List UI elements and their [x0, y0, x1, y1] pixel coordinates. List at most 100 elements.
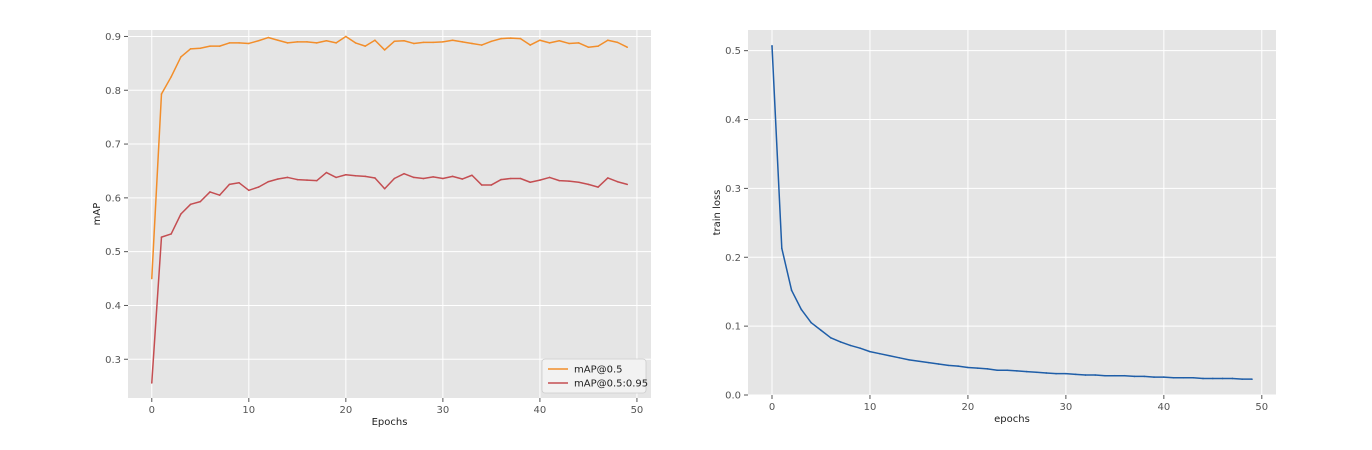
data-point: [839, 341, 842, 343]
data-point: [529, 44, 531, 46]
data-point: [412, 176, 415, 179]
data-point: [1231, 377, 1234, 380]
data-point: [1123, 374, 1126, 377]
data-point: [587, 46, 590, 49]
data-point: [325, 171, 328, 174]
data-point: [286, 176, 289, 179]
data-point: [869, 350, 871, 353]
data-point: [957, 365, 959, 367]
data-point: [422, 177, 425, 180]
data-point: [364, 45, 367, 47]
data-point: [1104, 374, 1106, 377]
y-tick-label: 0.2: [725, 253, 741, 264]
data-point: [199, 200, 202, 203]
data-point: [548, 176, 551, 179]
data-point: [597, 186, 599, 188]
data-point: [509, 177, 512, 180]
x-tick-label: 50: [1255, 402, 1268, 413]
data-point: [1182, 376, 1185, 379]
y-tick-label: 0.8: [105, 86, 121, 97]
y-tick-label: 0.1: [725, 322, 741, 333]
data-point: [967, 366, 969, 369]
data-point: [306, 179, 308, 181]
data-point: [442, 177, 444, 180]
data-point: [1035, 371, 1038, 374]
data-point: [315, 179, 318, 182]
data-point: [558, 39, 561, 42]
data-point: [364, 175, 367, 178]
y-tick-label: 0.3: [105, 355, 121, 366]
y-tick-label: 0.4: [725, 115, 741, 126]
data-point: [403, 172, 405, 175]
data-point: [849, 344, 852, 347]
data-point: [1251, 378, 1253, 380]
data-point: [597, 45, 599, 47]
y-tick-label: 0.0: [725, 391, 741, 402]
data-point: [1094, 374, 1097, 376]
data-point: [1045, 372, 1048, 374]
data-point: [335, 42, 337, 44]
y-tick-label: 0.5: [725, 46, 741, 57]
data-point: [335, 176, 337, 179]
x-tick-label: 40: [1157, 402, 1170, 413]
data-point: [519, 37, 522, 40]
x-tick-label: 0: [149, 405, 155, 416]
data-point: [529, 181, 531, 184]
data-point: [442, 41, 444, 43]
data-point: [1172, 376, 1175, 379]
data-point: [607, 177, 609, 179]
data-point: [587, 183, 590, 186]
data-point: [257, 186, 260, 188]
x-axis-label: Epochs: [372, 417, 408, 428]
data-point: [461, 41, 464, 43]
data-point: [160, 236, 163, 238]
data-point: [180, 213, 182, 215]
data-point: [354, 175, 357, 177]
data-point: [1084, 374, 1087, 376]
data-point: [976, 367, 979, 369]
data-point: [345, 35, 347, 38]
data-point: [829, 337, 832, 339]
data-point: [471, 42, 473, 45]
data-point: [1025, 370, 1028, 373]
data-point: [918, 360, 920, 363]
data-point: [908, 359, 910, 361]
data-point: [1212, 377, 1214, 380]
data-point: [947, 364, 950, 367]
data-point: [800, 308, 803, 311]
x-tick-label: 20: [339, 405, 352, 416]
data-point: [888, 354, 891, 357]
data-point: [315, 42, 318, 44]
data-point: [480, 184, 483, 186]
series-train-loss: [771, 45, 1253, 380]
data-point: [616, 41, 619, 44]
data-point: [480, 44, 483, 46]
data-point: [170, 76, 172, 78]
data-point: [519, 177, 522, 180]
x-tick-label: 0: [769, 402, 775, 413]
data-point: [374, 39, 376, 42]
data-point: [1153, 376, 1155, 378]
data-point: [150, 382, 153, 384]
data-point: [267, 36, 270, 39]
data-point: [937, 363, 940, 365]
data-point: [500, 178, 502, 181]
chart-2: 0 10 20 30 40 50 0.0 0.1 0.2 0.3 0.4 0.5 epochs train…: [712, 30, 1276, 425]
x-tick-label: 50: [631, 405, 644, 416]
data-point: [160, 93, 163, 95]
legend-entry: mAP@0.5:0.95: [574, 379, 648, 390]
x-axis-label: epochs: [994, 414, 1030, 425]
data-point: [568, 180, 570, 182]
data-point: [471, 174, 473, 177]
series-map-0-5-0-95: [150, 171, 629, 384]
data-point: [780, 247, 783, 250]
data-point: [1065, 372, 1067, 375]
data-point: [626, 183, 629, 186]
data-point: [180, 56, 182, 58]
data-point: [996, 369, 999, 372]
data-point: [820, 329, 822, 332]
series-line: [151, 35, 628, 279]
data-point: [1006, 369, 1008, 372]
data-point: [616, 180, 619, 183]
data-point: [238, 181, 240, 184]
